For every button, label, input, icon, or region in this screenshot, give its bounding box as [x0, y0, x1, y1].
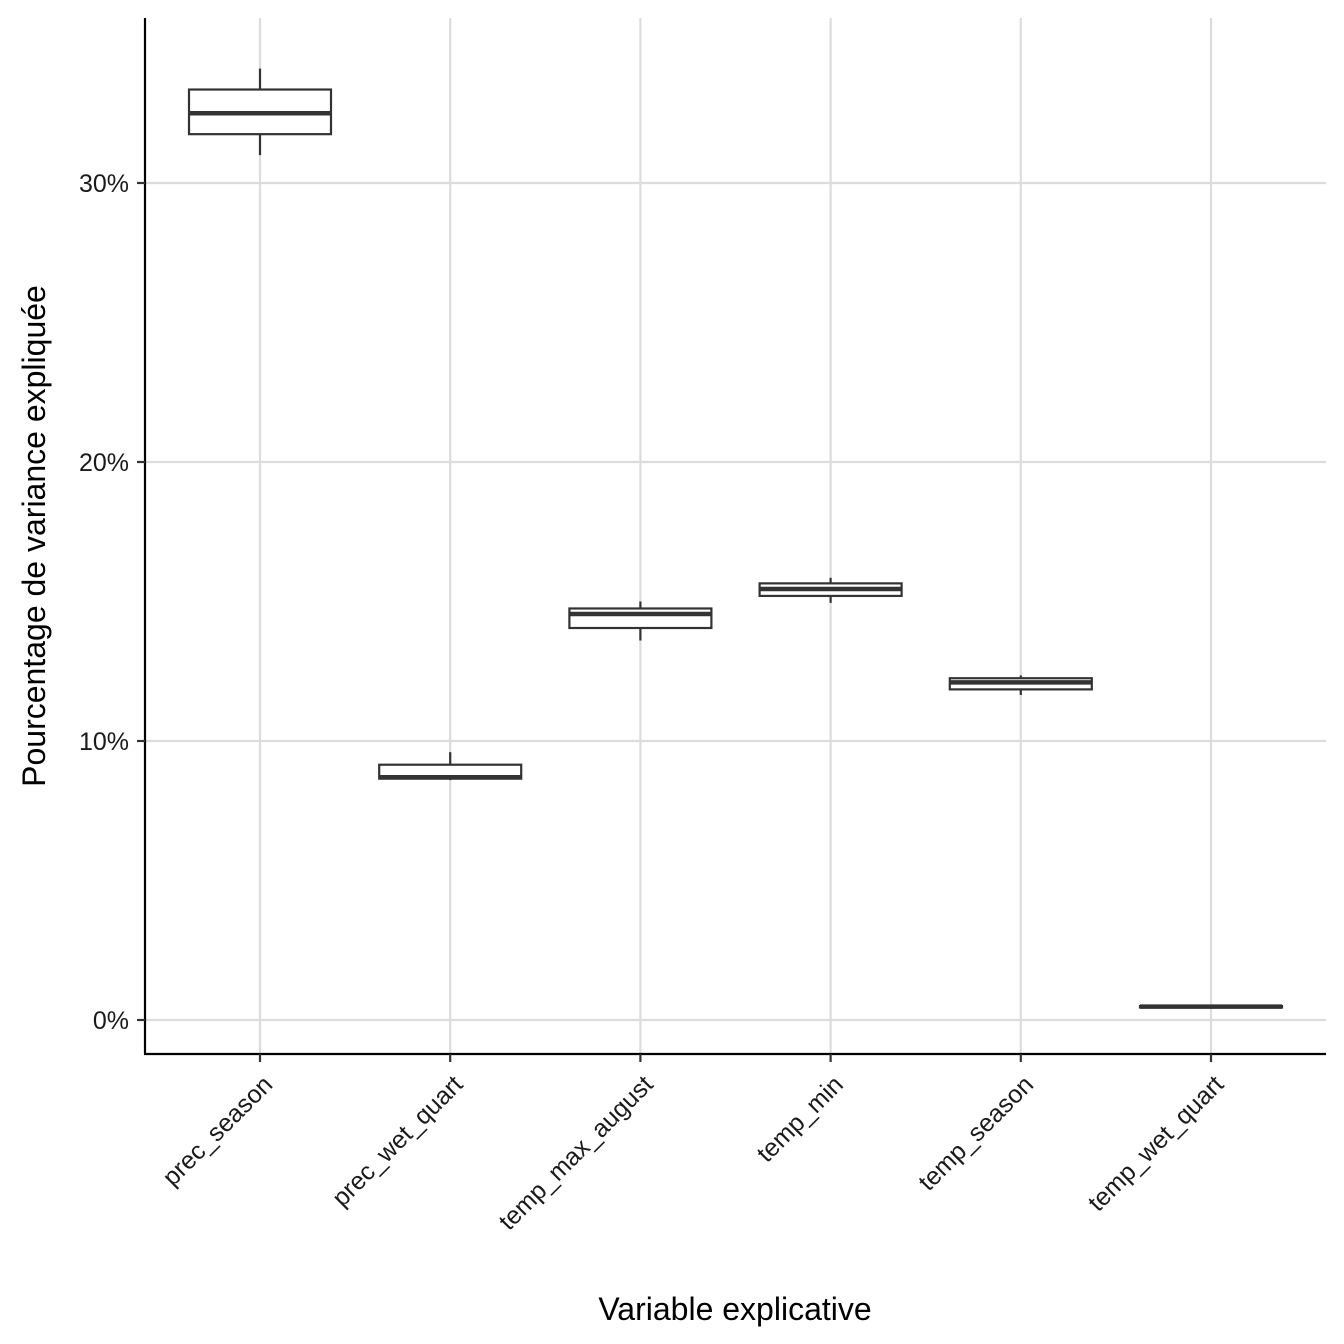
x-tick-label: temp_max_august: [493, 1070, 658, 1235]
box-temp_season: [948, 675, 1093, 695]
y-tick-label: 0%: [93, 1007, 129, 1035]
x-tick-label: prec_season: [157, 1070, 278, 1191]
y-tick-label: 30%: [79, 170, 129, 198]
box-prec_wet_quart: [378, 752, 523, 781]
x-tick-label: temp_min: [751, 1070, 848, 1167]
box-temp_min: [758, 577, 903, 603]
box-prec_season: [187, 68, 333, 156]
axes: [143, 18, 1326, 1056]
y-ticks: 0% 10% 20% 30%: [79, 170, 145, 1035]
x-tick-label: temp_wet_quart: [1083, 1070, 1230, 1217]
x-axis-title: Variable explicative: [598, 1291, 871, 1327]
grid-lines: [145, 18, 1326, 1054]
box-temp_wet_quart: [1138, 1004, 1284, 1009]
y-tick-label: 10%: [79, 728, 129, 756]
x-ticks: prec_season prec_wet_quart temp_max_august…: [157, 1054, 1229, 1236]
y-axis-title: Pourcentage de variance expliquée: [16, 285, 52, 787]
box-iqr: [568, 607, 713, 630]
y-tick-label: 20%: [79, 449, 129, 477]
boxes: [187, 68, 1284, 1009]
x-tick-label: temp_season: [913, 1070, 1039, 1196]
box-temp_max_august: [568, 601, 713, 641]
x-tick-label: prec_wet_quart: [327, 1070, 469, 1212]
